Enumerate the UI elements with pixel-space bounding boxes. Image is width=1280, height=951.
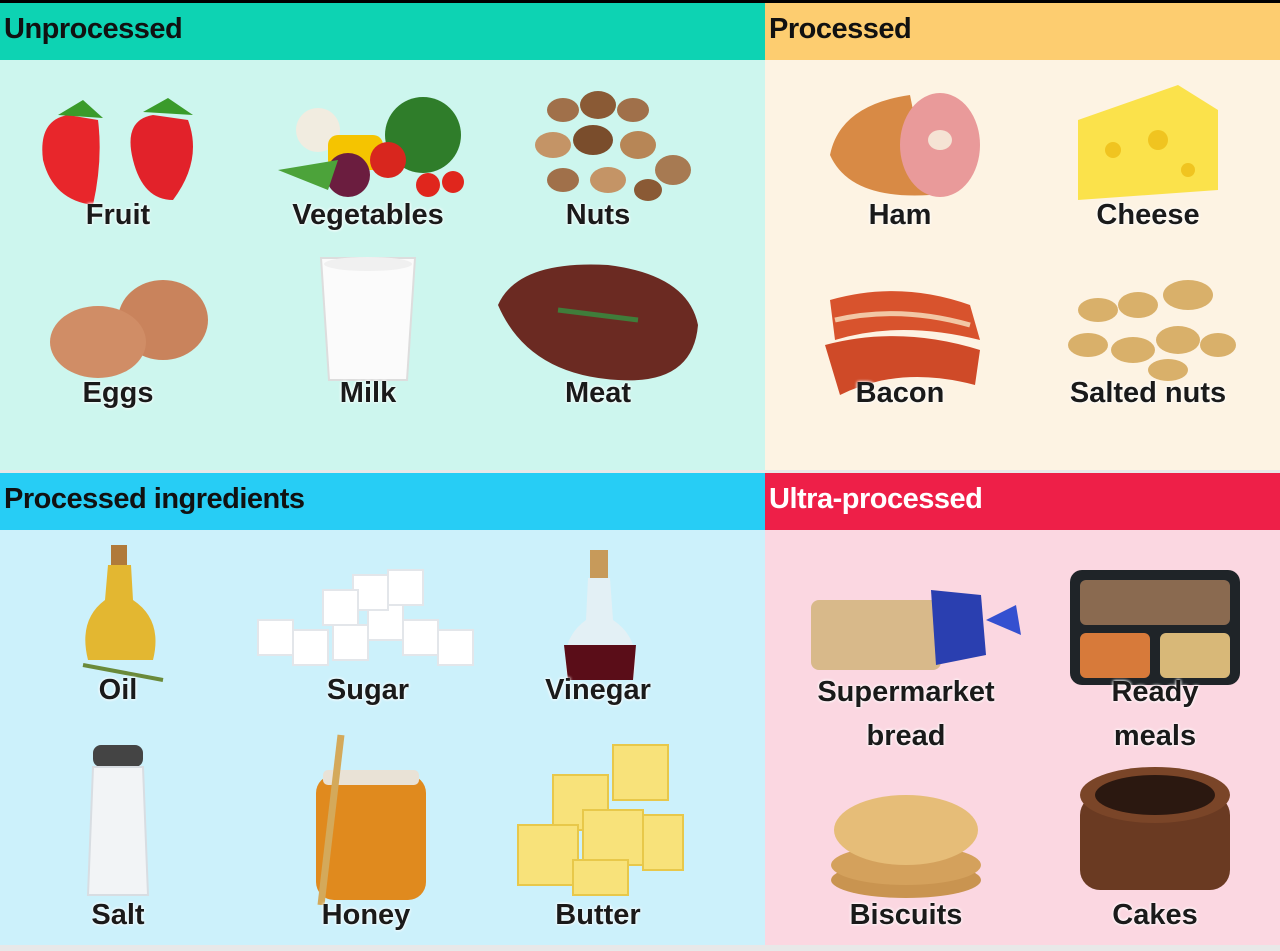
item-label: Cheese bbox=[1096, 199, 1200, 231]
crackers-icon bbox=[831, 795, 981, 898]
item-cakes: Cakes bbox=[1040, 760, 1270, 931]
item-label: Honey bbox=[321, 899, 411, 931]
item-label: Vinegar bbox=[545, 674, 651, 706]
nuts-icon bbox=[535, 91, 691, 201]
item-biscuits: Biscuits bbox=[791, 790, 1021, 931]
item-label: Ready meals bbox=[1111, 676, 1199, 752]
item-label: Nuts bbox=[565, 199, 631, 231]
item-label: Cakes bbox=[1112, 899, 1198, 931]
unprocessed-header: Unprocessed bbox=[0, 3, 765, 60]
item-nuts: Nuts bbox=[483, 80, 713, 231]
bacon-icon bbox=[825, 291, 980, 395]
honey-jar-icon bbox=[316, 734, 426, 905]
item-honey: Honey bbox=[251, 730, 481, 931]
steak-icon bbox=[498, 264, 698, 381]
item-label: Eggs bbox=[82, 377, 154, 409]
item-label: Ham bbox=[868, 199, 932, 231]
vinegar-bottle-icon bbox=[564, 550, 636, 680]
item-label: Butter bbox=[555, 899, 641, 931]
ham-icon bbox=[830, 93, 980, 197]
item-salt: Salt bbox=[3, 740, 233, 931]
bread-loaf-icon bbox=[811, 590, 1021, 670]
item-eggs: Eggs bbox=[3, 270, 233, 409]
item-cheese: Cheese bbox=[1033, 80, 1263, 231]
item-meat: Meat bbox=[483, 255, 713, 409]
cheese-icon bbox=[1078, 85, 1218, 200]
eggs-icon bbox=[50, 280, 208, 378]
item-milk: Milk bbox=[253, 250, 483, 409]
milk-glass-icon bbox=[319, 257, 417, 381]
item-label: Meat bbox=[564, 377, 632, 409]
item-fruit: Fruit bbox=[3, 90, 233, 231]
item-sugar: Sugar bbox=[253, 565, 483, 706]
butter-cubes-icon bbox=[517, 744, 684, 896]
item-salted-nuts: Salted nuts bbox=[1033, 265, 1263, 409]
strawberry-icon bbox=[42, 98, 193, 205]
item-label: Milk bbox=[339, 377, 397, 409]
cashews-icon bbox=[1068, 280, 1236, 381]
item-label: Vegetables bbox=[292, 199, 444, 231]
ready-meal-tray-icon bbox=[1070, 570, 1240, 685]
item-label: Salt bbox=[91, 899, 145, 931]
item-vegetables: Vegetables bbox=[253, 90, 483, 231]
item-label: Salted nuts bbox=[1069, 377, 1227, 409]
ingredients-header: Processed ingredients bbox=[0, 473, 765, 530]
processed-header: Processed bbox=[765, 3, 1280, 60]
item-supermarket-bread: Supermarket bread bbox=[791, 580, 1021, 752]
item-label: Supermarket bread bbox=[817, 676, 995, 752]
item-label: Biscuits bbox=[849, 899, 963, 931]
item-vinegar: Vinegar bbox=[483, 545, 713, 706]
olive-oil-icon bbox=[82, 545, 164, 682]
item-oil: Oil bbox=[3, 540, 233, 710]
item-label: Oil bbox=[98, 674, 138, 706]
salt-shaker-icon bbox=[86, 745, 150, 896]
item-ready-meals: Ready meals bbox=[1040, 565, 1270, 752]
item-label: Bacon bbox=[855, 377, 945, 409]
item-ham: Ham bbox=[785, 85, 1015, 231]
item-label: Sugar bbox=[326, 674, 410, 706]
item-butter: Butter bbox=[483, 740, 713, 931]
top-border bbox=[0, 0, 1280, 3]
chocolate-cake-icon bbox=[1080, 767, 1230, 890]
ultra-header: Ultra-processed bbox=[765, 473, 1280, 530]
item-bacon: Bacon bbox=[785, 280, 1015, 409]
item-label: Fruit bbox=[85, 199, 151, 231]
vegetables-icon bbox=[278, 97, 464, 197]
sugar-cubes-icon bbox=[257, 569, 474, 666]
